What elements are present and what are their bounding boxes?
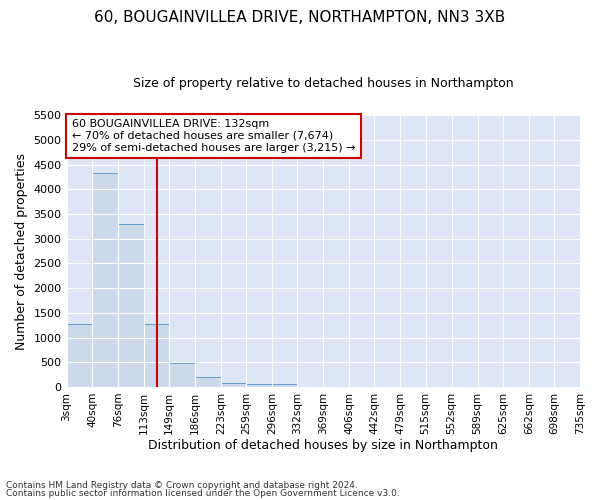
Text: Contains public sector information licensed under the Open Government Licence v3: Contains public sector information licen… [6, 488, 400, 498]
X-axis label: Distribution of detached houses by size in Northampton: Distribution of detached houses by size … [148, 440, 498, 452]
Bar [118, 224, 144, 387]
Bar [169, 363, 195, 387]
Bar [195, 377, 221, 387]
Bar [221, 383, 246, 387]
Text: 60, BOUGAINVILLEA DRIVE, NORTHAMPTON, NN3 3XB: 60, BOUGAINVILLEA DRIVE, NORTHAMPTON, NN… [94, 10, 506, 25]
Bar [272, 384, 298, 387]
Bar [67, 324, 92, 387]
Text: 60 BOUGAINVILLEA DRIVE: 132sqm
← 70% of detached houses are smaller (7,674)
29% : 60 BOUGAINVILLEA DRIVE: 132sqm ← 70% of … [71, 120, 355, 152]
Bar [246, 384, 272, 387]
Title: Size of property relative to detached houses in Northampton: Size of property relative to detached ho… [133, 78, 514, 90]
Text: Contains HM Land Registry data © Crown copyright and database right 2024.: Contains HM Land Registry data © Crown c… [6, 481, 358, 490]
Bar [92, 173, 118, 387]
Bar [144, 324, 169, 387]
Y-axis label: Number of detached properties: Number of detached properties [15, 152, 28, 350]
